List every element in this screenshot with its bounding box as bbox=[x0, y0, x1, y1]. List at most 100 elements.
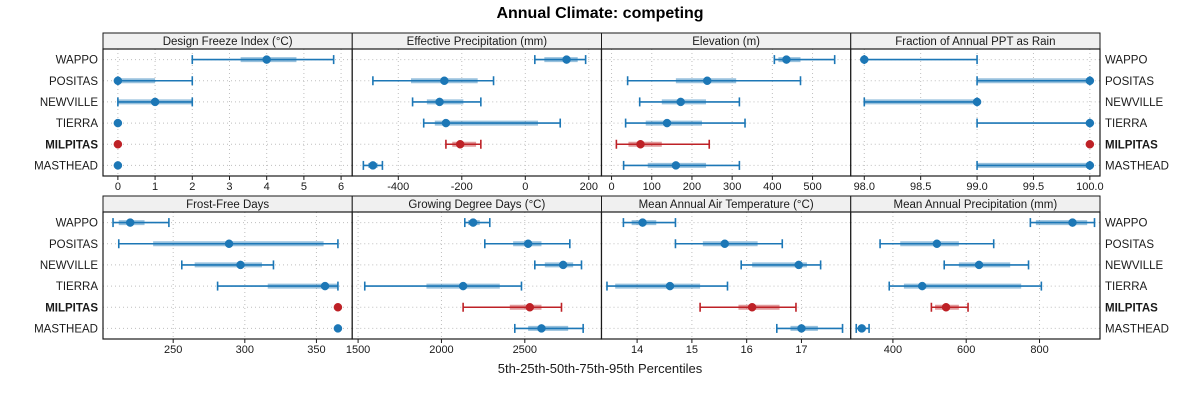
median-dot bbox=[1068, 218, 1077, 227]
strip-label: Elevation (m) bbox=[692, 36, 760, 48]
panel-border bbox=[850, 48, 1101, 177]
axis-tick-label: 300 bbox=[723, 181, 741, 193]
site-label-left: NEWVILLE bbox=[40, 97, 98, 109]
axis-tick-label: 2 bbox=[189, 181, 195, 193]
strip-label: Frost-Free Days bbox=[186, 199, 269, 211]
axis-tick-label: 200 bbox=[580, 181, 598, 193]
median-dot bbox=[1085, 140, 1095, 149]
site-label-right: NEWVILLE bbox=[1105, 97, 1163, 109]
site-label-left: MASTHEAD bbox=[34, 323, 98, 335]
median-dot bbox=[636, 140, 645, 149]
axis-tick-label: 99.0 bbox=[966, 181, 987, 193]
axis-tick-label: 16 bbox=[741, 344, 753, 356]
panel-plot bbox=[352, 212, 602, 339]
median-dot bbox=[857, 324, 866, 333]
site-label-right: MASTHEAD bbox=[1105, 323, 1169, 335]
median-dot bbox=[941, 303, 951, 312]
median-dot bbox=[974, 260, 984, 270]
axis-tick-label: 400 bbox=[884, 344, 902, 356]
site-label-left: WAPPO bbox=[56, 55, 98, 67]
strip-label: Fraction of Annual PPT as Rain bbox=[895, 36, 1055, 48]
panel-plot bbox=[352, 49, 602, 176]
axis-tick-label: 2000 bbox=[429, 344, 453, 356]
panel-plot bbox=[601, 212, 851, 339]
median-dot bbox=[782, 55, 791, 64]
median-dot bbox=[558, 260, 568, 270]
axis-tick-label: 350 bbox=[307, 344, 325, 356]
site-label-left: TIERRA bbox=[56, 281, 99, 293]
axis-tick-label: 2500 bbox=[513, 344, 537, 356]
axis-tick-label: 4 bbox=[264, 181, 270, 193]
site-label-right: MILPITAS bbox=[1105, 139, 1158, 151]
axis-tick-label: 15 bbox=[686, 344, 698, 356]
median-dot bbox=[113, 76, 123, 85]
axis-tick-label: 600 bbox=[957, 344, 975, 356]
axis-tick-label: 300 bbox=[236, 344, 254, 356]
median-dot bbox=[468, 218, 478, 227]
median-dot bbox=[224, 239, 234, 248]
axis-tick-label: 3 bbox=[226, 181, 232, 193]
site-label-left: TIERRA bbox=[56, 118, 99, 130]
axis-tick-label: -200 bbox=[451, 181, 473, 193]
panel-plot bbox=[850, 49, 1100, 176]
site-label-right: TIERRA bbox=[1105, 118, 1148, 130]
axis-tick-label: 500 bbox=[803, 181, 821, 193]
site-label-left: NEWVILLE bbox=[40, 260, 98, 272]
median-dot bbox=[797, 324, 806, 333]
axis-tick-label: 98.5 bbox=[910, 181, 931, 193]
axis-caption: 5th-25th-50th-75th-95th Percentiles bbox=[497, 361, 703, 376]
median-dot bbox=[972, 97, 982, 107]
median-dot bbox=[523, 239, 533, 248]
axis-tick-label: 400 bbox=[763, 181, 781, 193]
median-dot bbox=[747, 303, 757, 312]
site-label-left: MILPITAS bbox=[45, 302, 98, 314]
median-dot bbox=[794, 260, 803, 270]
median-dot bbox=[368, 161, 378, 170]
median-dot bbox=[860, 55, 869, 64]
median-dot bbox=[333, 303, 343, 312]
site-label-left: POSITAS bbox=[49, 76, 98, 88]
median-dot bbox=[320, 281, 330, 291]
site-label-left: WAPPO bbox=[56, 218, 98, 230]
median-dot bbox=[113, 161, 123, 170]
panel-plot bbox=[103, 49, 353, 176]
axis-tick-label: 1500 bbox=[346, 344, 370, 356]
median-dot bbox=[1085, 118, 1095, 128]
median-dot bbox=[525, 303, 535, 312]
median-dot bbox=[455, 140, 465, 149]
median-dot bbox=[440, 76, 449, 85]
panel-plot bbox=[103, 212, 353, 339]
median-dot bbox=[638, 218, 647, 227]
median-dot bbox=[113, 118, 123, 128]
median-dot bbox=[236, 260, 245, 270]
median-dot bbox=[932, 239, 942, 248]
panel-border bbox=[850, 211, 1101, 340]
axis-tick-label: 250 bbox=[164, 344, 182, 356]
median-dot bbox=[125, 218, 135, 227]
axis-tick-label: 0 bbox=[115, 181, 121, 193]
axis-tick-label: 17 bbox=[795, 344, 807, 356]
panel-plot bbox=[850, 212, 1100, 339]
site-label-right: NEWVILLE bbox=[1105, 260, 1163, 272]
strip-label: Design Freeze Index (°C) bbox=[163, 36, 293, 48]
median-dot bbox=[676, 97, 685, 107]
median-dot bbox=[1085, 161, 1095, 170]
site-label-right: WAPPO bbox=[1105, 55, 1147, 67]
median-dot bbox=[720, 239, 730, 248]
median-dot bbox=[702, 76, 712, 85]
chart-title: Annual Climate: competing bbox=[496, 5, 704, 22]
site-label-left: MILPITAS bbox=[45, 139, 98, 151]
strip-label: Effective Precipitation (mm) bbox=[407, 36, 548, 48]
axis-tick-label: 200 bbox=[683, 181, 701, 193]
median-dot bbox=[665, 281, 675, 291]
site-label-right: TIERRA bbox=[1105, 281, 1148, 293]
axis-tick-label: 100.0 bbox=[1076, 181, 1104, 193]
median-dot bbox=[1085, 76, 1095, 85]
axis-tick-label: 0 bbox=[608, 181, 614, 193]
site-label-right: POSITAS bbox=[1105, 76, 1154, 88]
axis-tick-label: 6 bbox=[338, 181, 344, 193]
median-dot bbox=[458, 281, 468, 291]
strip-label: Mean Annual Precipitation (mm) bbox=[894, 199, 1058, 211]
axis-tick-label: 800 bbox=[1030, 344, 1048, 356]
